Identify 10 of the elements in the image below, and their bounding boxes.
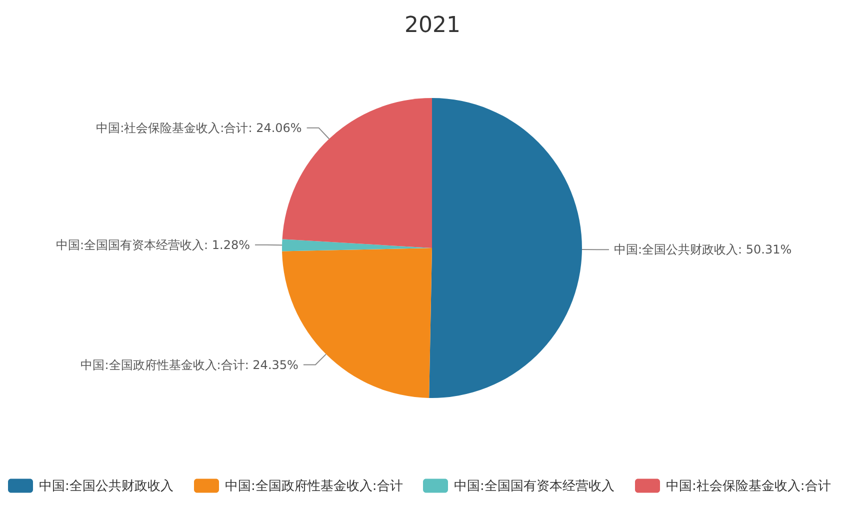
data-label: 中国:全国公共财政收入: 50.31% bbox=[614, 242, 792, 257]
data-label: 中国:社会保险基金收入:合计: 24.06% bbox=[96, 120, 302, 135]
legend-label: 中国:全国政府性基金收入:合计 bbox=[225, 478, 403, 494]
data-label: 中国:全国国有资本经营收入: 1.28% bbox=[56, 238, 250, 252]
legend-label: 中国:社会保险基金收入:合计 bbox=[666, 478, 831, 494]
legend-label: 中国:全国公共财政收入 bbox=[39, 478, 174, 494]
legend-label: 中国:全国国有资本经营收入 bbox=[454, 478, 614, 494]
data-label: 中国:全国政府性基金收入:合计: 24.35% bbox=[80, 358, 298, 372]
pie-slice bbox=[429, 98, 582, 398]
chart-title: 2021 bbox=[404, 13, 460, 38]
